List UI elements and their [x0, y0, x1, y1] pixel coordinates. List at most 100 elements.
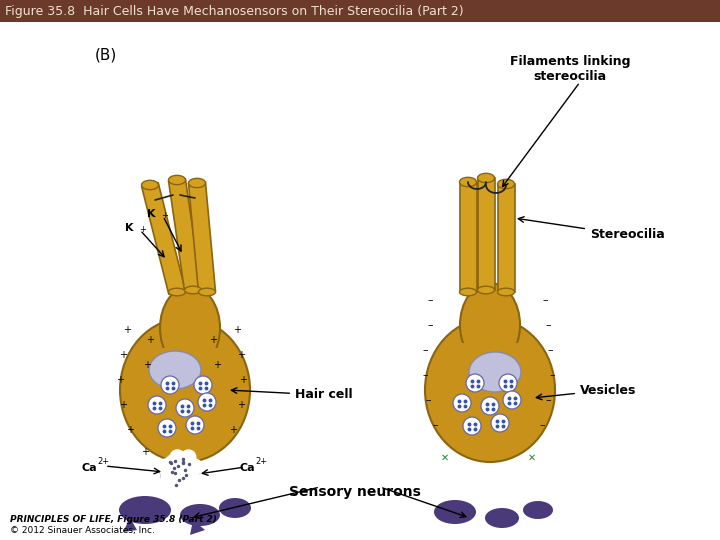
Text: Ca: Ca	[240, 463, 256, 473]
Polygon shape	[190, 520, 205, 535]
Circle shape	[169, 479, 185, 495]
Bar	[460, 343, 520, 373]
Ellipse shape	[469, 352, 521, 392]
Circle shape	[181, 449, 197, 465]
Ellipse shape	[119, 496, 171, 524]
Ellipse shape	[149, 351, 201, 389]
Circle shape	[463, 417, 481, 435]
Text: +: +	[229, 425, 237, 435]
Ellipse shape	[498, 288, 515, 296]
Circle shape	[491, 414, 509, 432]
Circle shape	[466, 374, 484, 392]
Circle shape	[503, 391, 521, 409]
Ellipse shape	[142, 180, 158, 190]
Text: +: +	[237, 400, 245, 410]
Polygon shape	[189, 182, 215, 293]
Text: ✕: ✕	[441, 453, 449, 463]
Text: –: –	[432, 420, 438, 430]
Text: +: +	[116, 375, 124, 385]
Circle shape	[453, 394, 471, 412]
Circle shape	[499, 374, 517, 392]
Ellipse shape	[460, 283, 520, 367]
Ellipse shape	[219, 498, 251, 518]
Text: –: –	[545, 320, 551, 330]
Text: –: –	[539, 420, 545, 430]
Ellipse shape	[485, 508, 519, 528]
Text: +: +	[141, 447, 149, 457]
Ellipse shape	[459, 288, 477, 296]
Text: –: –	[422, 345, 428, 355]
Circle shape	[181, 480, 197, 496]
Text: –: –	[547, 345, 553, 355]
Ellipse shape	[199, 288, 215, 296]
Ellipse shape	[459, 177, 477, 187]
Text: Sensory neurons: Sensory neurons	[289, 485, 421, 499]
Ellipse shape	[189, 178, 205, 188]
Text: Ca: Ca	[81, 463, 97, 473]
Circle shape	[161, 376, 179, 394]
Text: PRINCIPLES OF LIFE, Figure 35.8 (Part 2): PRINCIPLES OF LIFE, Figure 35.8 (Part 2)	[10, 516, 217, 524]
Text: 2+: 2+	[255, 457, 267, 467]
Text: –: –	[422, 370, 428, 380]
Text: +: +	[139, 225, 146, 234]
Text: (B): (B)	[95, 48, 117, 63]
Text: ✕: ✕	[528, 453, 536, 463]
Ellipse shape	[120, 318, 250, 462]
Text: –: –	[427, 320, 433, 330]
Text: +: +	[126, 425, 134, 435]
Text: +: +	[119, 350, 127, 360]
Text: Figure 35.8  Hair Cells Have Mechanosensors on Their Stereocilia (Part 2): Figure 35.8 Hair Cells Have Mechanosenso…	[5, 4, 464, 17]
Text: Vesicles: Vesicles	[536, 383, 636, 400]
Text: Hair cell: Hair cell	[231, 388, 353, 402]
Text: © 2012 Sinauer Associates, Inc.: © 2012 Sinauer Associates, Inc.	[10, 526, 155, 536]
Text: +: +	[146, 335, 154, 345]
Polygon shape	[498, 184, 515, 292]
Text: +: +	[161, 211, 168, 220]
Ellipse shape	[168, 176, 186, 185]
Circle shape	[176, 399, 194, 417]
Text: Filaments linking
stereocilia: Filaments linking stereocilia	[510, 55, 630, 83]
Circle shape	[198, 393, 216, 411]
Polygon shape	[168, 179, 202, 291]
Text: +: +	[123, 325, 131, 335]
Text: K: K	[146, 209, 155, 219]
Circle shape	[159, 475, 175, 491]
Ellipse shape	[477, 286, 495, 294]
Circle shape	[186, 472, 202, 488]
Ellipse shape	[168, 288, 186, 296]
Ellipse shape	[498, 179, 515, 188]
Ellipse shape	[184, 286, 202, 294]
Ellipse shape	[434, 500, 476, 524]
Text: +: +	[239, 375, 247, 385]
Ellipse shape	[425, 318, 555, 462]
Text: +: +	[237, 350, 245, 360]
Polygon shape	[123, 518, 137, 532]
Text: +: +	[119, 400, 127, 410]
Text: K: K	[125, 223, 133, 233]
Text: –: –	[542, 295, 548, 305]
Text: –: –	[426, 395, 431, 405]
Text: –: –	[549, 370, 555, 380]
Ellipse shape	[477, 173, 495, 183]
Circle shape	[169, 449, 185, 465]
Polygon shape	[142, 183, 185, 294]
Circle shape	[187, 458, 203, 475]
Bar	[0, 0, 720, 22]
Ellipse shape	[160, 286, 220, 370]
Text: 2+: 2+	[97, 457, 109, 467]
Circle shape	[481, 397, 499, 415]
Polygon shape	[477, 178, 495, 290]
Circle shape	[157, 458, 173, 475]
Circle shape	[148, 396, 166, 414]
Circle shape	[186, 416, 204, 434]
Circle shape	[160, 452, 200, 492]
Bar	[160, 348, 220, 378]
Text: Stereocilia: Stereocilia	[518, 217, 665, 241]
Text: –: –	[545, 395, 551, 405]
Circle shape	[158, 419, 176, 437]
Circle shape	[194, 376, 212, 394]
Text: +: +	[143, 360, 151, 370]
Ellipse shape	[523, 501, 553, 519]
Text: +: +	[213, 360, 221, 370]
Text: –: –	[427, 295, 433, 305]
